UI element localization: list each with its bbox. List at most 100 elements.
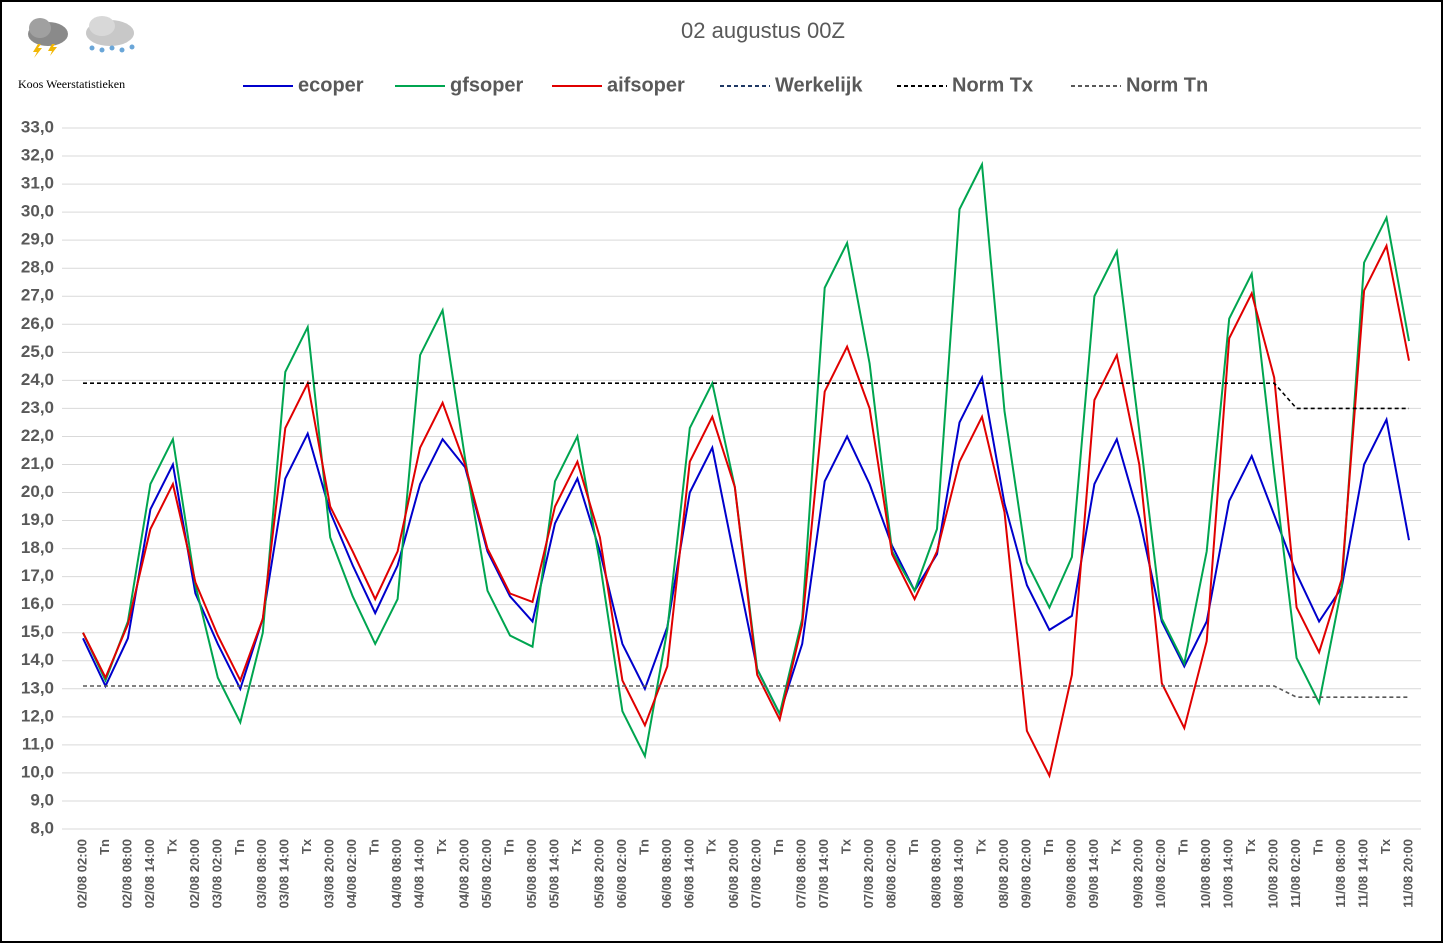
legend-item: Werkelijk xyxy=(720,74,863,96)
x-tick-label: 04/08 14:00 xyxy=(412,839,427,908)
legend-label: ecoper xyxy=(298,74,364,96)
y-tick-label: 28,0 xyxy=(21,258,54,277)
y-tick-label: 24,0 xyxy=(21,370,54,389)
x-tick-label: 11/08 02:00 xyxy=(1288,839,1303,908)
x-tick-label: 04/08 08:00 xyxy=(389,839,404,908)
x-tick-label: Tx xyxy=(1243,838,1258,854)
x-tick-label: Tn xyxy=(771,839,786,855)
x-tick-label: 10/08 14:00 xyxy=(1221,839,1236,908)
x-tick-label: 02/08 14:00 xyxy=(142,839,157,908)
x-tick-label: Tn xyxy=(1176,839,1191,855)
source-label: Koos Weerstatistieken xyxy=(18,77,125,91)
x-tick-label: 06/08 08:00 xyxy=(659,839,674,908)
x-tick-label: Tx xyxy=(704,838,719,854)
x-tick-label: 10/08 02:00 xyxy=(1153,839,1168,908)
series-line xyxy=(82,242,1410,779)
y-tick-label: 13,0 xyxy=(21,678,54,697)
x-tick-label: 11/08 14:00 xyxy=(1355,839,1370,908)
y-tick-label: 29,0 xyxy=(21,230,54,249)
legend-item: Norm Tn xyxy=(1071,74,1208,96)
y-tick-label: 12,0 xyxy=(21,706,54,725)
series-line xyxy=(83,382,1409,410)
x-tick-label: Tx xyxy=(299,838,314,854)
y-tick-label: 11,0 xyxy=(22,734,54,753)
legend-label: gfsoper xyxy=(450,74,524,96)
legend-item: aifsoper xyxy=(552,74,685,96)
x-tick-label: Tn xyxy=(97,839,112,855)
x-tick-label: Tn xyxy=(232,839,247,855)
x-tick-label: 07/08 08:00 xyxy=(794,839,809,908)
legend-label: Norm Tn xyxy=(1126,74,1208,96)
y-tick-label: 27,0 xyxy=(21,286,54,305)
y-tick-label: 23,0 xyxy=(21,398,54,417)
x-tick-label: 09/08 20:00 xyxy=(1131,839,1146,908)
x-tick-label: 08/08 14:00 xyxy=(951,839,966,908)
x-tick-label: 06/08 20:00 xyxy=(726,839,741,908)
y-tick-label: 15,0 xyxy=(21,622,54,641)
x-tick-label: 03/08 14:00 xyxy=(277,839,292,908)
x-tick-label: Tn xyxy=(501,839,516,855)
x-tick-label: 08/08 02:00 xyxy=(884,839,899,908)
y-tick-label: 25,0 xyxy=(21,342,54,361)
x-tick-label: Tx xyxy=(973,838,988,854)
x-tick-label: Tx xyxy=(839,838,854,854)
x-tick-label: 05/08 02:00 xyxy=(479,839,494,908)
logo xyxy=(28,16,135,58)
y-tick-label: 10,0 xyxy=(21,762,54,781)
x-tick-label: 05/08 08:00 xyxy=(524,839,539,908)
y-tick-label: 17,0 xyxy=(21,566,54,585)
y-tick-label: 31,0 xyxy=(21,174,54,193)
y-tick-label: 21,0 xyxy=(21,454,54,473)
legend-label: aifsoper xyxy=(607,74,685,96)
x-tick-label: Tn xyxy=(1041,839,1056,855)
y-tick-label: 33,0 xyxy=(21,117,54,136)
x-tick-label: Tn xyxy=(636,839,651,855)
x-tick-label: 08/08 08:00 xyxy=(928,839,943,908)
series-line xyxy=(83,685,1409,698)
x-tick-label: Tx xyxy=(1378,838,1393,854)
y-tick-label: 16,0 xyxy=(21,594,54,613)
x-tick-label: 10/08 08:00 xyxy=(1198,839,1213,908)
legend-item: gfsoper xyxy=(395,74,524,96)
x-tick-label: 09/08 08:00 xyxy=(1063,839,1078,908)
y-tick-label: 19,0 xyxy=(21,510,54,529)
y-tick-label: 32,0 xyxy=(21,146,54,165)
x-tick-label: 06/08 02:00 xyxy=(614,839,629,908)
x-tick-label: 07/08 20:00 xyxy=(861,839,876,908)
y-tick-label: 30,0 xyxy=(21,202,54,221)
x-tick-label: Tx xyxy=(1108,838,1123,854)
chart-title: 02 augustus 00Z xyxy=(681,18,845,43)
y-tick-label: 26,0 xyxy=(21,314,54,333)
x-tick-label: 03/08 08:00 xyxy=(254,839,269,908)
x-tick-label: Tn xyxy=(906,839,921,855)
series-line xyxy=(82,374,1410,717)
y-tick-label: 22,0 xyxy=(21,426,54,445)
x-tick-label: 09/08 14:00 xyxy=(1086,839,1101,908)
x-tick-label: 05/08 20:00 xyxy=(591,839,606,908)
x-tick-label: 06/08 14:00 xyxy=(681,839,696,908)
x-tick-label: Tx xyxy=(164,838,179,854)
x-tick-label: 02/08 20:00 xyxy=(187,839,202,908)
x-tick-label: Tn xyxy=(1311,839,1326,855)
x-tick-label: 07/08 02:00 xyxy=(749,839,764,908)
x-tick-label: 04/08 02:00 xyxy=(344,839,359,908)
x-tick-label: Tn xyxy=(367,839,382,855)
x-tick-label: 05/08 14:00 xyxy=(546,839,561,908)
x-tick-label: 03/08 20:00 xyxy=(322,839,337,908)
legend-item: Norm Tx xyxy=(897,74,1033,96)
legend-label: Werkelijk xyxy=(775,74,863,96)
x-tick-label: 09/08 02:00 xyxy=(1018,839,1033,908)
y-tick-label: 18,0 xyxy=(21,538,54,557)
x-tick-label: 02/08 08:00 xyxy=(119,839,134,908)
x-tick-label: 08/08 20:00 xyxy=(996,839,1011,908)
legend-item: ecoper xyxy=(243,74,364,96)
x-tick-label: 02/08 02:00 xyxy=(74,839,89,908)
y-tick-label: 14,0 xyxy=(21,650,54,669)
legend-label: Norm Tx xyxy=(952,74,1033,96)
x-tick-label: 03/08 02:00 xyxy=(209,839,224,908)
y-tick-label: 9,0 xyxy=(30,790,54,809)
x-tick-label: 10/08 20:00 xyxy=(1266,839,1281,908)
x-tick-label: 04/08 20:00 xyxy=(457,839,472,908)
